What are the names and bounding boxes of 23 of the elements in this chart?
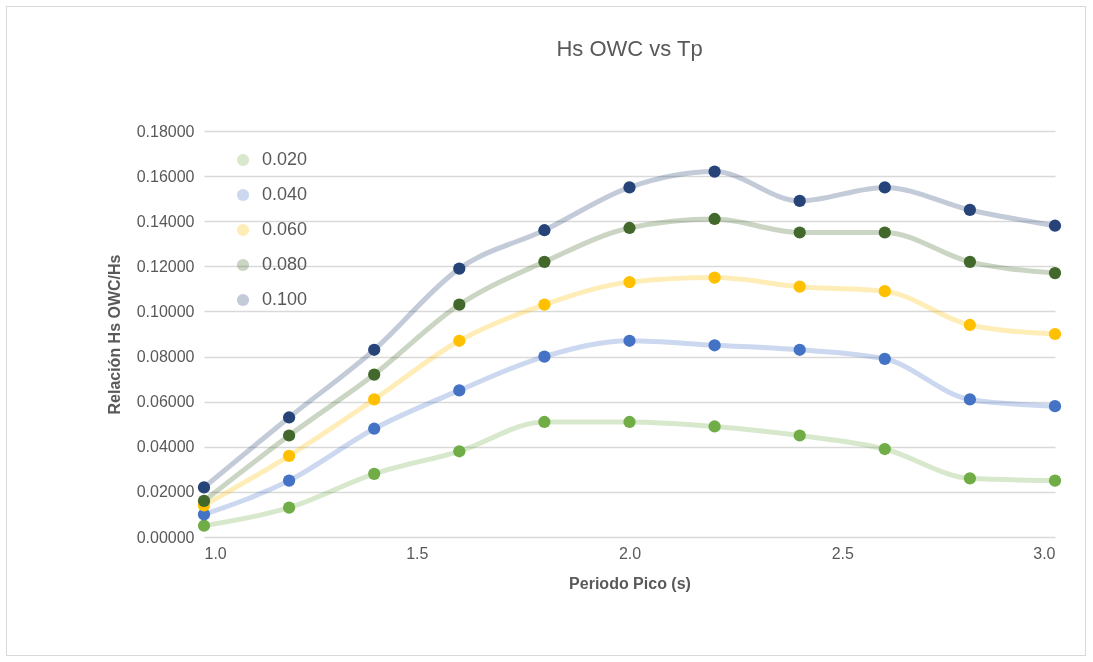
- x-tick-label: 3.0: [1033, 544, 1056, 562]
- y-tick-label: 0.14000: [136, 212, 195, 230]
- legend-label: 0.080: [262, 254, 308, 274]
- y-tick-label: 0.08000: [136, 348, 195, 366]
- y-tick-label: 0.12000: [136, 257, 195, 275]
- y-tick-label: 0.06000: [136, 393, 195, 411]
- y-tick-label: 0.04000: [136, 438, 195, 456]
- x-tick-label: 2.0: [618, 544, 642, 562]
- legend-label: 0.100: [262, 289, 308, 309]
- legend-label: 0.020: [262, 149, 308, 169]
- x-tick-label: 1.5: [406, 544, 429, 562]
- y-tick-label: 0.02000: [136, 483, 195, 501]
- y-tick-label: 0.16000: [136, 167, 195, 185]
- y-tick-label: 0.00000: [136, 528, 195, 546]
- x-tick-label: 1.0: [204, 544, 227, 562]
- x-tick-label: 2.5: [831, 544, 854, 562]
- y-axis-title: Relación Hs OWC/Hs: [105, 254, 123, 415]
- y-tick-label: 0.18000: [136, 122, 195, 140]
- y-tick-label: 0.10000: [136, 302, 195, 320]
- legend-label: 0.040: [262, 184, 308, 204]
- chart-title: Hs OWC vs Tp: [556, 36, 703, 61]
- legend-label: 0.060: [262, 219, 308, 239]
- x-axis-title: Periodo Pico (s): [569, 574, 691, 592]
